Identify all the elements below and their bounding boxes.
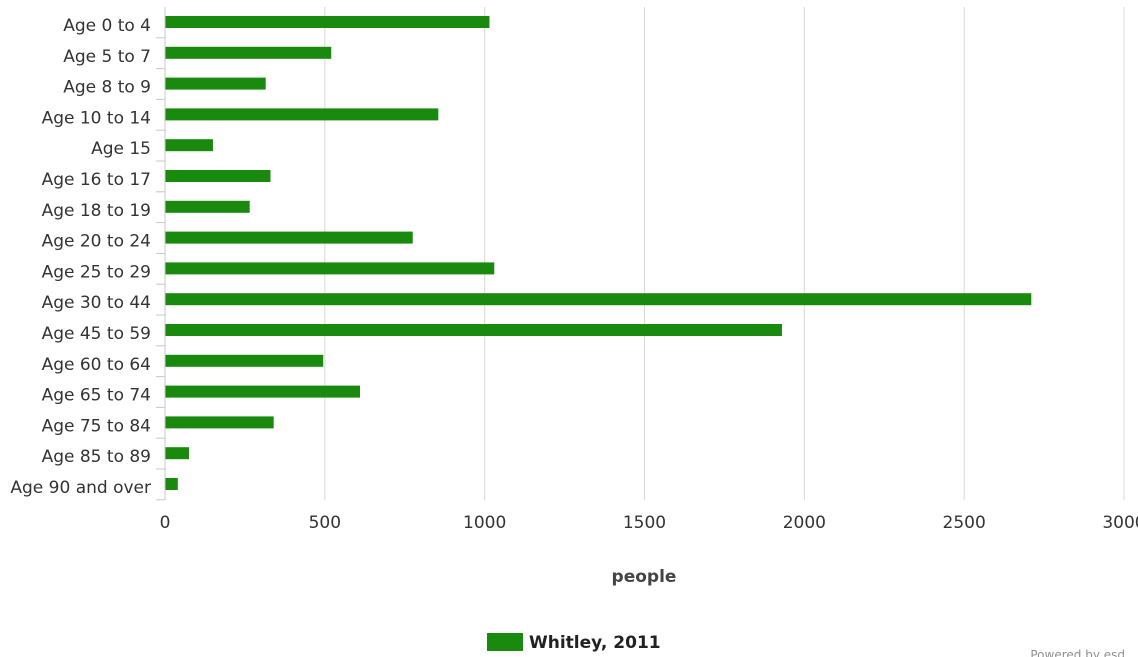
y-tick-label: Age 65 to 74 bbox=[42, 386, 151, 406]
axes bbox=[156, 7, 166, 501]
grid-lines bbox=[324, 7, 1125, 500]
x-tick-label: 3000 bbox=[1102, 513, 1138, 533]
bar[interactable] bbox=[165, 416, 274, 429]
y-axis-labels: Age 0 to 4 Age 5 to 7 Age 8 to 9 Age 10 to … bbox=[10, 16, 151, 498]
y-tick-label: Age 30 to 44 bbox=[42, 293, 151, 313]
bar[interactable] bbox=[165, 16, 490, 28]
y-tick-label: Age 15 bbox=[91, 139, 151, 159]
bar[interactable] bbox=[165, 324, 782, 336]
powered-by-credit[interactable]: Powered by esd bbox=[1030, 648, 1125, 657]
bar[interactable] bbox=[165, 108, 439, 121]
y-tick-label: Age 20 to 24 bbox=[42, 232, 151, 252]
y-tick-label: Age 60 to 64 bbox=[42, 355, 151, 375]
y-tick-label: Age 16 to 17 bbox=[42, 170, 151, 190]
y-tick-label: Age 85 to 89 bbox=[42, 447, 151, 467]
x-axis-labels: 0 500 1000 1500 2000 2500 3000 bbox=[160, 513, 1138, 533]
x-tick-label: 500 bbox=[309, 513, 341, 533]
bar[interactable] bbox=[165, 354, 324, 367]
y-tick-label: Age 45 to 59 bbox=[42, 324, 151, 344]
bar[interactable] bbox=[165, 447, 189, 460]
bar[interactable] bbox=[165, 200, 250, 213]
bar[interactable] bbox=[165, 170, 271, 182]
y-tick-label: Age 90 and over bbox=[10, 478, 151, 498]
y-tick-label: Age 18 to 19 bbox=[42, 201, 151, 221]
y-tick-label: Age 25 to 29 bbox=[42, 262, 151, 282]
bar[interactable] bbox=[165, 46, 332, 59]
y-tick-label: Age 8 to 9 bbox=[63, 78, 151, 98]
bar[interactable] bbox=[165, 385, 360, 398]
bar[interactable] bbox=[165, 139, 213, 152]
legend[interactable]: Whitley, 2011 bbox=[487, 633, 661, 653]
bar[interactable] bbox=[165, 478, 178, 490]
y-tick-label: Age 10 to 14 bbox=[42, 108, 151, 128]
legend-label: Whitley, 2011 bbox=[529, 633, 661, 653]
bar[interactable] bbox=[165, 262, 495, 275]
x-tick-label: 1000 bbox=[463, 513, 506, 533]
x-tick-label: 1500 bbox=[623, 513, 666, 533]
x-tick-label: 0 bbox=[160, 513, 171, 533]
y-tick-label: Age 0 to 4 bbox=[63, 16, 151, 36]
y-tick-label: Age 5 to 7 bbox=[63, 47, 151, 67]
y-tick-label: Age 75 to 84 bbox=[42, 416, 151, 436]
bar[interactable] bbox=[165, 293, 1032, 306]
x-tick-label: 2000 bbox=[783, 513, 826, 533]
legend-swatch bbox=[487, 633, 523, 651]
x-tick-label: 2500 bbox=[943, 513, 986, 533]
bar[interactable] bbox=[165, 231, 413, 244]
x-axis-title: people bbox=[612, 567, 677, 587]
bar[interactable] bbox=[165, 77, 266, 90]
bars bbox=[165, 16, 1032, 490]
